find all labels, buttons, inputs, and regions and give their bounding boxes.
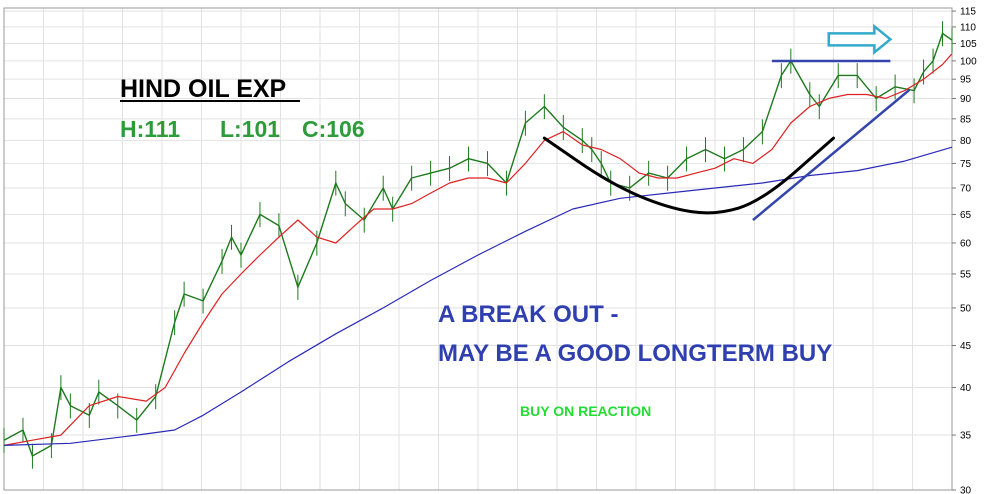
hlc-close: C:106 [302, 116, 365, 142]
y-tick-label: 30 [960, 486, 972, 494]
annotation-longterm-buy: MAY BE A GOOD LONGTERM BUY [438, 340, 832, 367]
y-tick-label: 80 [960, 136, 972, 147]
series-group [3, 21, 953, 469]
y-tick-label: 50 [960, 303, 972, 314]
y-tick-label: 70 [960, 184, 972, 195]
y-tick-label: 35 [960, 431, 972, 442]
y-tick-label: 55 [960, 269, 972, 280]
short-moving-average-line [3, 53, 953, 446]
y-tick-label: 75 [960, 159, 972, 170]
price-line [3, 32, 953, 457]
hlc-low: L:101 [220, 116, 280, 142]
y-tick-label: 110 [960, 22, 976, 33]
y-tick-label: 95 [960, 75, 972, 86]
y-tick-label: 115 [960, 7, 976, 18]
y-tick-label: 100 [960, 56, 977, 67]
y-tick-label: 105 [960, 39, 977, 50]
y-tick-label: 45 [960, 341, 972, 352]
y-tick-label: 90 [960, 94, 972, 105]
grid [3, 7, 953, 491]
annotation-buy-on-reaction: BUY ON REACTION [520, 403, 651, 419]
cup-curve-drawing [542, 136, 835, 215]
chart-title: HIND OIL EXP [120, 75, 286, 103]
trend-line-drawing [752, 88, 911, 222]
drawings-group [542, 23, 911, 222]
annotation-breakout: A BREAK OUT - [438, 301, 618, 328]
breakout-arrow-icon [827, 23, 893, 55]
y-tick-label: 40 [960, 383, 972, 394]
plot-frame [3, 7, 953, 491]
y-tick-label: 65 [960, 210, 972, 221]
long-moving-average-line [3, 146, 953, 446]
y-tick-label: 85 [960, 114, 972, 125]
y-axis: 30 35 40 45 50 55 60 65 70 75 80 85 90 95 100 105 110 115 [952, 7, 977, 494]
hlc-high: H:111 [120, 116, 180, 142]
y-tick-label: 60 [960, 238, 972, 249]
